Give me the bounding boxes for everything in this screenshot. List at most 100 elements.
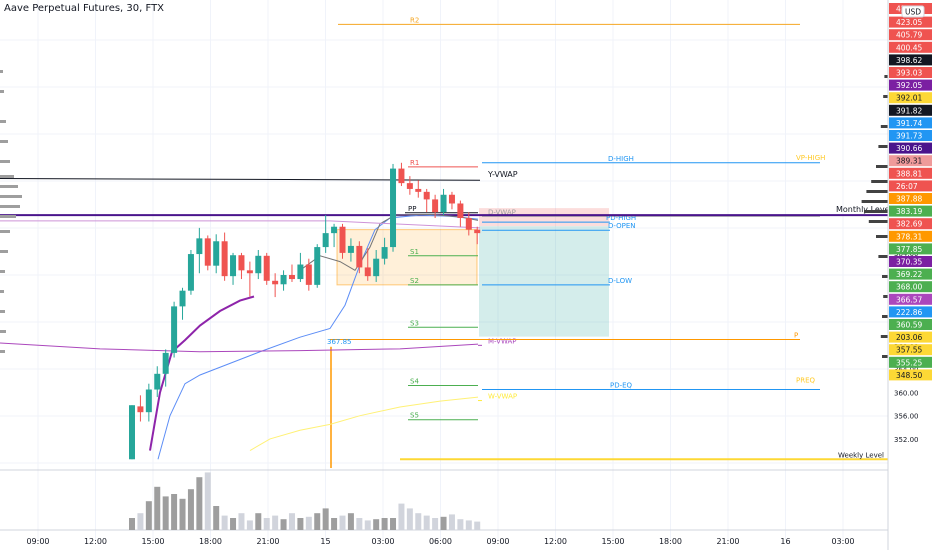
profile-bar <box>0 140 8 143</box>
candle-body <box>457 203 464 219</box>
level-label: S2 <box>410 277 419 285</box>
time-tick: 18:00 <box>659 537 682 546</box>
volume-bar <box>255 513 262 530</box>
level-label: S1 <box>410 248 419 256</box>
annotation: VP-HIGH <box>796 154 825 162</box>
currency-badge <box>901 5 925 18</box>
profile-bar <box>0 90 4 93</box>
price-label-box <box>889 92 932 104</box>
time-tick: 15 <box>320 537 330 546</box>
profile-bar-right <box>880 125 888 128</box>
candle-body <box>280 274 287 285</box>
volume-bar <box>213 506 220 530</box>
level-label: PP <box>408 205 416 213</box>
price-label-text: 391.82 <box>896 106 922 115</box>
price-label-text: 390.66 <box>896 144 922 153</box>
vwap-label: Monthly Level <box>836 205 892 214</box>
level-label: D-LOW <box>608 277 632 285</box>
volume-bars: 8M4M187.449K <box>129 472 930 530</box>
profile-bar-right <box>876 235 888 238</box>
annotation: PREQ <box>796 376 816 384</box>
time-axis[interactable]: 09:00 12:00 15:00 18:00 21:00 15 03:00 06:00 09:… <box>26 537 912 546</box>
price-label-text: 355.25 <box>896 358 922 367</box>
volume-bar <box>145 501 152 530</box>
level-label: R2 <box>410 16 419 24</box>
price-label-text: 370.35 <box>896 258 922 267</box>
price-axis[interactable]: 384.00380.00376.00372.00368.00364.00360.… <box>887 0 932 550</box>
profile-bar <box>0 185 18 188</box>
profile-bar <box>0 215 16 218</box>
d-vwap-curve <box>299 214 479 272</box>
volume-bar <box>322 508 329 530</box>
volume-bar <box>154 486 161 530</box>
time-tick: 09:00 <box>26 537 49 546</box>
volume-bar <box>406 508 413 530</box>
candle-body <box>406 183 413 189</box>
price-label-text: 392.05 <box>896 81 922 90</box>
level-label: S4 <box>410 377 419 385</box>
volume-bar <box>373 519 380 530</box>
price-label-text: 360.59 <box>896 321 922 330</box>
volume-bar <box>196 477 203 530</box>
level-label: W-VWAP <box>488 393 517 401</box>
price-label-box <box>889 243 932 255</box>
blue-curve <box>157 214 479 460</box>
profile-bar <box>0 175 14 178</box>
price-label-box <box>889 306 932 318</box>
candle-body <box>272 280 279 285</box>
candle-body <box>381 247 388 259</box>
price-label-text: 369.22 <box>896 270 922 279</box>
candle-body <box>171 306 178 353</box>
price-label-text: 423.05 <box>896 18 922 27</box>
profile-bar-right <box>882 275 888 278</box>
profile-bar <box>0 290 4 293</box>
level-label: M-VWAP <box>488 337 517 345</box>
price-label-box <box>889 67 932 78</box>
price-label-box <box>889 16 932 28</box>
volume-bar <box>415 513 422 530</box>
volume-bar <box>398 503 405 530</box>
candle-body <box>129 405 135 460</box>
level-label: D-OPEN <box>608 222 636 230</box>
candle-body <box>448 194 455 204</box>
volume-bar <box>263 518 270 530</box>
price-label-box <box>889 281 932 293</box>
vwap-line <box>0 177 481 181</box>
candle-body <box>415 188 422 192</box>
volume-profile <box>0 70 888 358</box>
price-label-text: 26:07 <box>896 182 918 191</box>
annotation: 367.85 <box>327 338 352 346</box>
profile-bar <box>0 350 5 353</box>
time-tick: 09:00 <box>486 537 509 546</box>
profile-bar-right <box>868 220 888 223</box>
candle-body <box>322 233 329 248</box>
w-vwap-curve <box>249 396 479 451</box>
time-tick: 15:00 <box>601 537 624 546</box>
price-label-box <box>889 218 932 230</box>
chart-title: Aave Perpetual Futures, 30, FTX <box>4 3 165 14</box>
candle-body <box>465 218 472 230</box>
candlesticks[interactable] <box>129 162 481 460</box>
volume-bar <box>381 518 388 530</box>
profile-bar-right <box>883 295 888 298</box>
candle-body <box>196 238 203 255</box>
price-label-box <box>889 29 932 41</box>
volume-bar <box>171 494 178 530</box>
price-label-text: 392.01 <box>896 94 922 103</box>
price-label-box <box>889 79 932 91</box>
price-label-box <box>889 142 932 154</box>
candle-body <box>390 168 397 248</box>
price-label-box <box>889 256 932 267</box>
candle-body <box>154 373 161 390</box>
price-label-text: 377.85 <box>896 245 922 254</box>
price-label-box <box>889 369 932 381</box>
time-tick: 03:00 <box>371 537 394 546</box>
candle-body <box>423 191 430 200</box>
volume-bar <box>390 518 397 530</box>
volume-bar <box>347 513 354 530</box>
price-label-box <box>889 205 932 217</box>
candle-body <box>179 290 186 307</box>
candle-body <box>347 245 354 253</box>
